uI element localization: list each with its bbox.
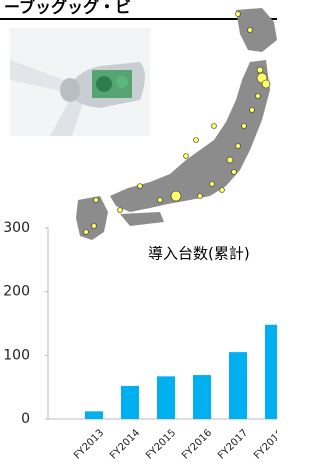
chart-title: 導入台数(累計)	[148, 245, 250, 263]
header: ーブッグッグ・ビ	[4, 0, 131, 17]
bar	[121, 386, 139, 419]
x-tick-label: FY2013	[72, 427, 106, 461]
x-tick-label: FY2016	[180, 427, 214, 461]
bar	[157, 376, 175, 419]
turbine-photo	[10, 28, 150, 136]
x-tick-label: FY2015	[144, 427, 178, 461]
bar	[229, 352, 247, 419]
x-tick-label: FY2017	[216, 427, 250, 461]
x-tick-label: FY2014	[108, 427, 142, 461]
bar	[85, 411, 103, 419]
y-tick-label: 200	[3, 284, 30, 300]
y-tick-label: 0	[21, 411, 30, 427]
bar	[265, 325, 277, 419]
y-tick-label: 300	[3, 220, 30, 236]
x-tick-label: FY2018	[252, 427, 277, 461]
bar	[193, 375, 211, 419]
y-tick-label: 100	[3, 347, 30, 363]
